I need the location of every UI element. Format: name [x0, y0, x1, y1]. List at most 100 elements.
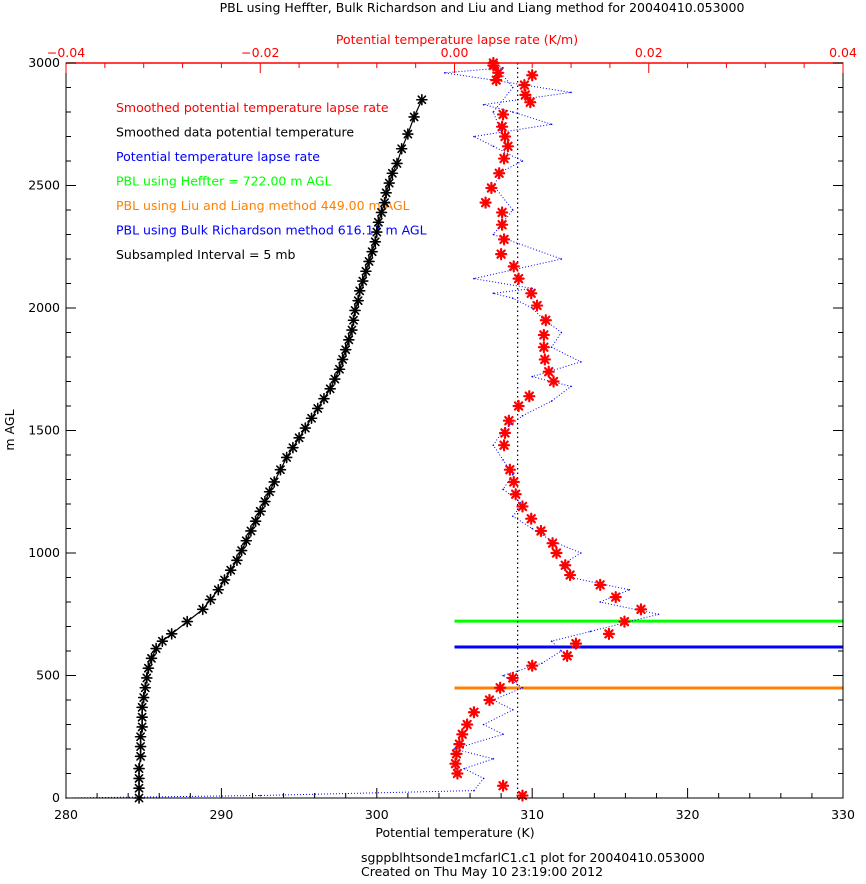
- legend-entry: Subsampled Interval = 5 mb: [116, 247, 296, 262]
- potential-temperature-point: [333, 363, 346, 376]
- potential-temperature-point: [346, 324, 358, 336]
- potential-temperature-point: [395, 142, 408, 155]
- smoothed-lapse-rate-point: [498, 426, 512, 440]
- smoothed-lapse-rate-point: [495, 206, 509, 219]
- potential-temperature-point: [360, 265, 372, 278]
- smoothed-lapse-rate-point: [569, 637, 583, 650]
- chart-title: PBL using Heffter, Bulk Richardson and L…: [220, 0, 745, 15]
- lapse-rate-point: [473, 789, 475, 792]
- smoothed-lapse-rate-point: [542, 365, 555, 378]
- smoothed-lapse-rate-point: [506, 671, 519, 685]
- potential-temperature-point: [352, 294, 364, 307]
- smoothed-lapse-rate-point: [497, 152, 511, 165]
- lapse-rate-point: [628, 588, 631, 591]
- lapse-rate-point: [502, 67, 504, 69]
- potential-temperature-point: [378, 196, 391, 209]
- lapse-rate-point: [521, 415, 524, 417]
- potential-temperature-point: [136, 721, 148, 733]
- smoothed-lapse-rate-point: [450, 747, 463, 761]
- potential-temperature-point: [339, 343, 352, 356]
- lapse-rate-point: [511, 209, 514, 211]
- lapse-rate-point: [589, 630, 592, 633]
- footer-line-1: sgppblhtsonde1mcfarlC1.c1 plot for 20040…: [361, 850, 705, 865]
- lapse-rate-point: [560, 650, 563, 652]
- potential-temperature-point: [139, 681, 152, 694]
- potential-temperature-point: [347, 314, 360, 327]
- smoothed-lapse-rate-point: [516, 789, 529, 802]
- potential-temperature-point: [141, 672, 153, 684]
- lapse-rate-point: [511, 111, 514, 113]
- potential-temperature-point: [136, 701, 148, 714]
- legend-entry: PBL using Liu and Liang method 449.00 m …: [116, 198, 410, 213]
- potential-temperature-point: [375, 206, 388, 219]
- smoothed-lapse-rate-point: [494, 681, 507, 694]
- smoothed-lapse-rate-point: [453, 737, 466, 751]
- lapse-rate-point: [521, 686, 524, 689]
- lapse-rate-point: [560, 331, 563, 334]
- potential-temperature-point: [249, 515, 262, 527]
- lapse-rate-point: [502, 733, 504, 736]
- lapse-rate-point: [473, 277, 475, 280]
- potential-temperature-point: [363, 255, 375, 268]
- lapse-rate-point: [511, 297, 514, 300]
- legend-entry: Smoothed potential temperature lapse rat…: [116, 100, 389, 115]
- smoothed-lapse-rate-point: [495, 120, 509, 133]
- y-tick-label: 2000: [28, 300, 60, 315]
- smoothed-lapse-rate-point: [524, 96, 537, 109]
- lapse-rate-point: [550, 400, 553, 402]
- smoothed-lapse-rate-point: [483, 693, 496, 707]
- top-axis: −0.04 −0.02 0.00 0.02 0.04: [47, 45, 857, 73]
- lapse-rate-point: [502, 488, 504, 491]
- potential-temperature-point: [134, 740, 147, 753]
- smoothed-lapse-rate-point: [507, 475, 520, 489]
- smoothed-lapse-rate-point: [479, 196, 492, 209]
- smoothed-lapse-rate-point: [493, 167, 506, 180]
- smoothed-lapse-rate-point: [602, 627, 616, 640]
- potential-temperature-point: [353, 285, 366, 297]
- lapse-rate-point: [579, 552, 582, 554]
- smoothed-lapse-rate-point: [485, 181, 498, 195]
- lapse-rate-point: [550, 640, 553, 642]
- potential-temperature-point: [133, 772, 145, 785]
- smoothed-lapse-rate-point: [526, 69, 539, 82]
- smoothed-lapse-rate-point: [523, 390, 536, 403]
- legend: Smoothed potential temperature lapse rat…: [116, 100, 427, 262]
- potential-temperature-point: [299, 422, 312, 434]
- smoothed-lapse-rate-point: [496, 108, 510, 121]
- series-lapse-rate-smoothed: [449, 56, 648, 802]
- smoothed-lapse-rate-point: [538, 353, 551, 366]
- lapse-rate-point: [482, 777, 485, 780]
- top-axis-label: Potential temperature lapse rate (K/m): [336, 32, 578, 47]
- x-tick-label: 310: [520, 807, 544, 822]
- smoothed-lapse-rate-point: [537, 341, 550, 354]
- potential-temperature-point: [357, 275, 369, 287]
- smoothed-lapse-rate-point: [534, 524, 548, 538]
- smoothed-lapse-rate-point: [496, 779, 510, 792]
- potential-temperature-point: [212, 583, 225, 596]
- smoothed-lapse-rate-point: [546, 537, 559, 550]
- potential-temperature-point: [136, 711, 148, 723]
- potential-temperature-point: [311, 402, 324, 415]
- lapse-rate-point: [492, 233, 495, 236]
- potential-temperature-point: [305, 412, 318, 425]
- lapse-rate-point: [531, 527, 533, 530]
- potential-temperature-point: [386, 167, 399, 180]
- lapse-rate-point: [453, 748, 456, 750]
- smoothed-lapse-rate-point: [495, 248, 508, 261]
- y-tick-label: 3000: [28, 55, 60, 70]
- potential-temperature-point: [235, 544, 248, 557]
- lapse-rate-point: [511, 709, 514, 711]
- potential-temperature-point: [204, 593, 217, 606]
- smoothed-lapse-rate-point: [530, 299, 544, 312]
- potential-temperature-point: [150, 642, 162, 655]
- smoothed-lapse-rate-point: [559, 559, 572, 572]
- potential-temperature-point: [380, 187, 392, 199]
- smoothed-lapse-rate-point: [563, 568, 577, 582]
- lapse-rate-point: [511, 86, 514, 89]
- lapse-rate-point: [521, 160, 524, 162]
- potential-temperature-point: [416, 93, 428, 106]
- legend-entry: PBL using Heffter = 722.00 m AGL: [116, 174, 332, 189]
- potential-temperature-point: [133, 762, 145, 775]
- plot-area: [65, 56, 843, 804]
